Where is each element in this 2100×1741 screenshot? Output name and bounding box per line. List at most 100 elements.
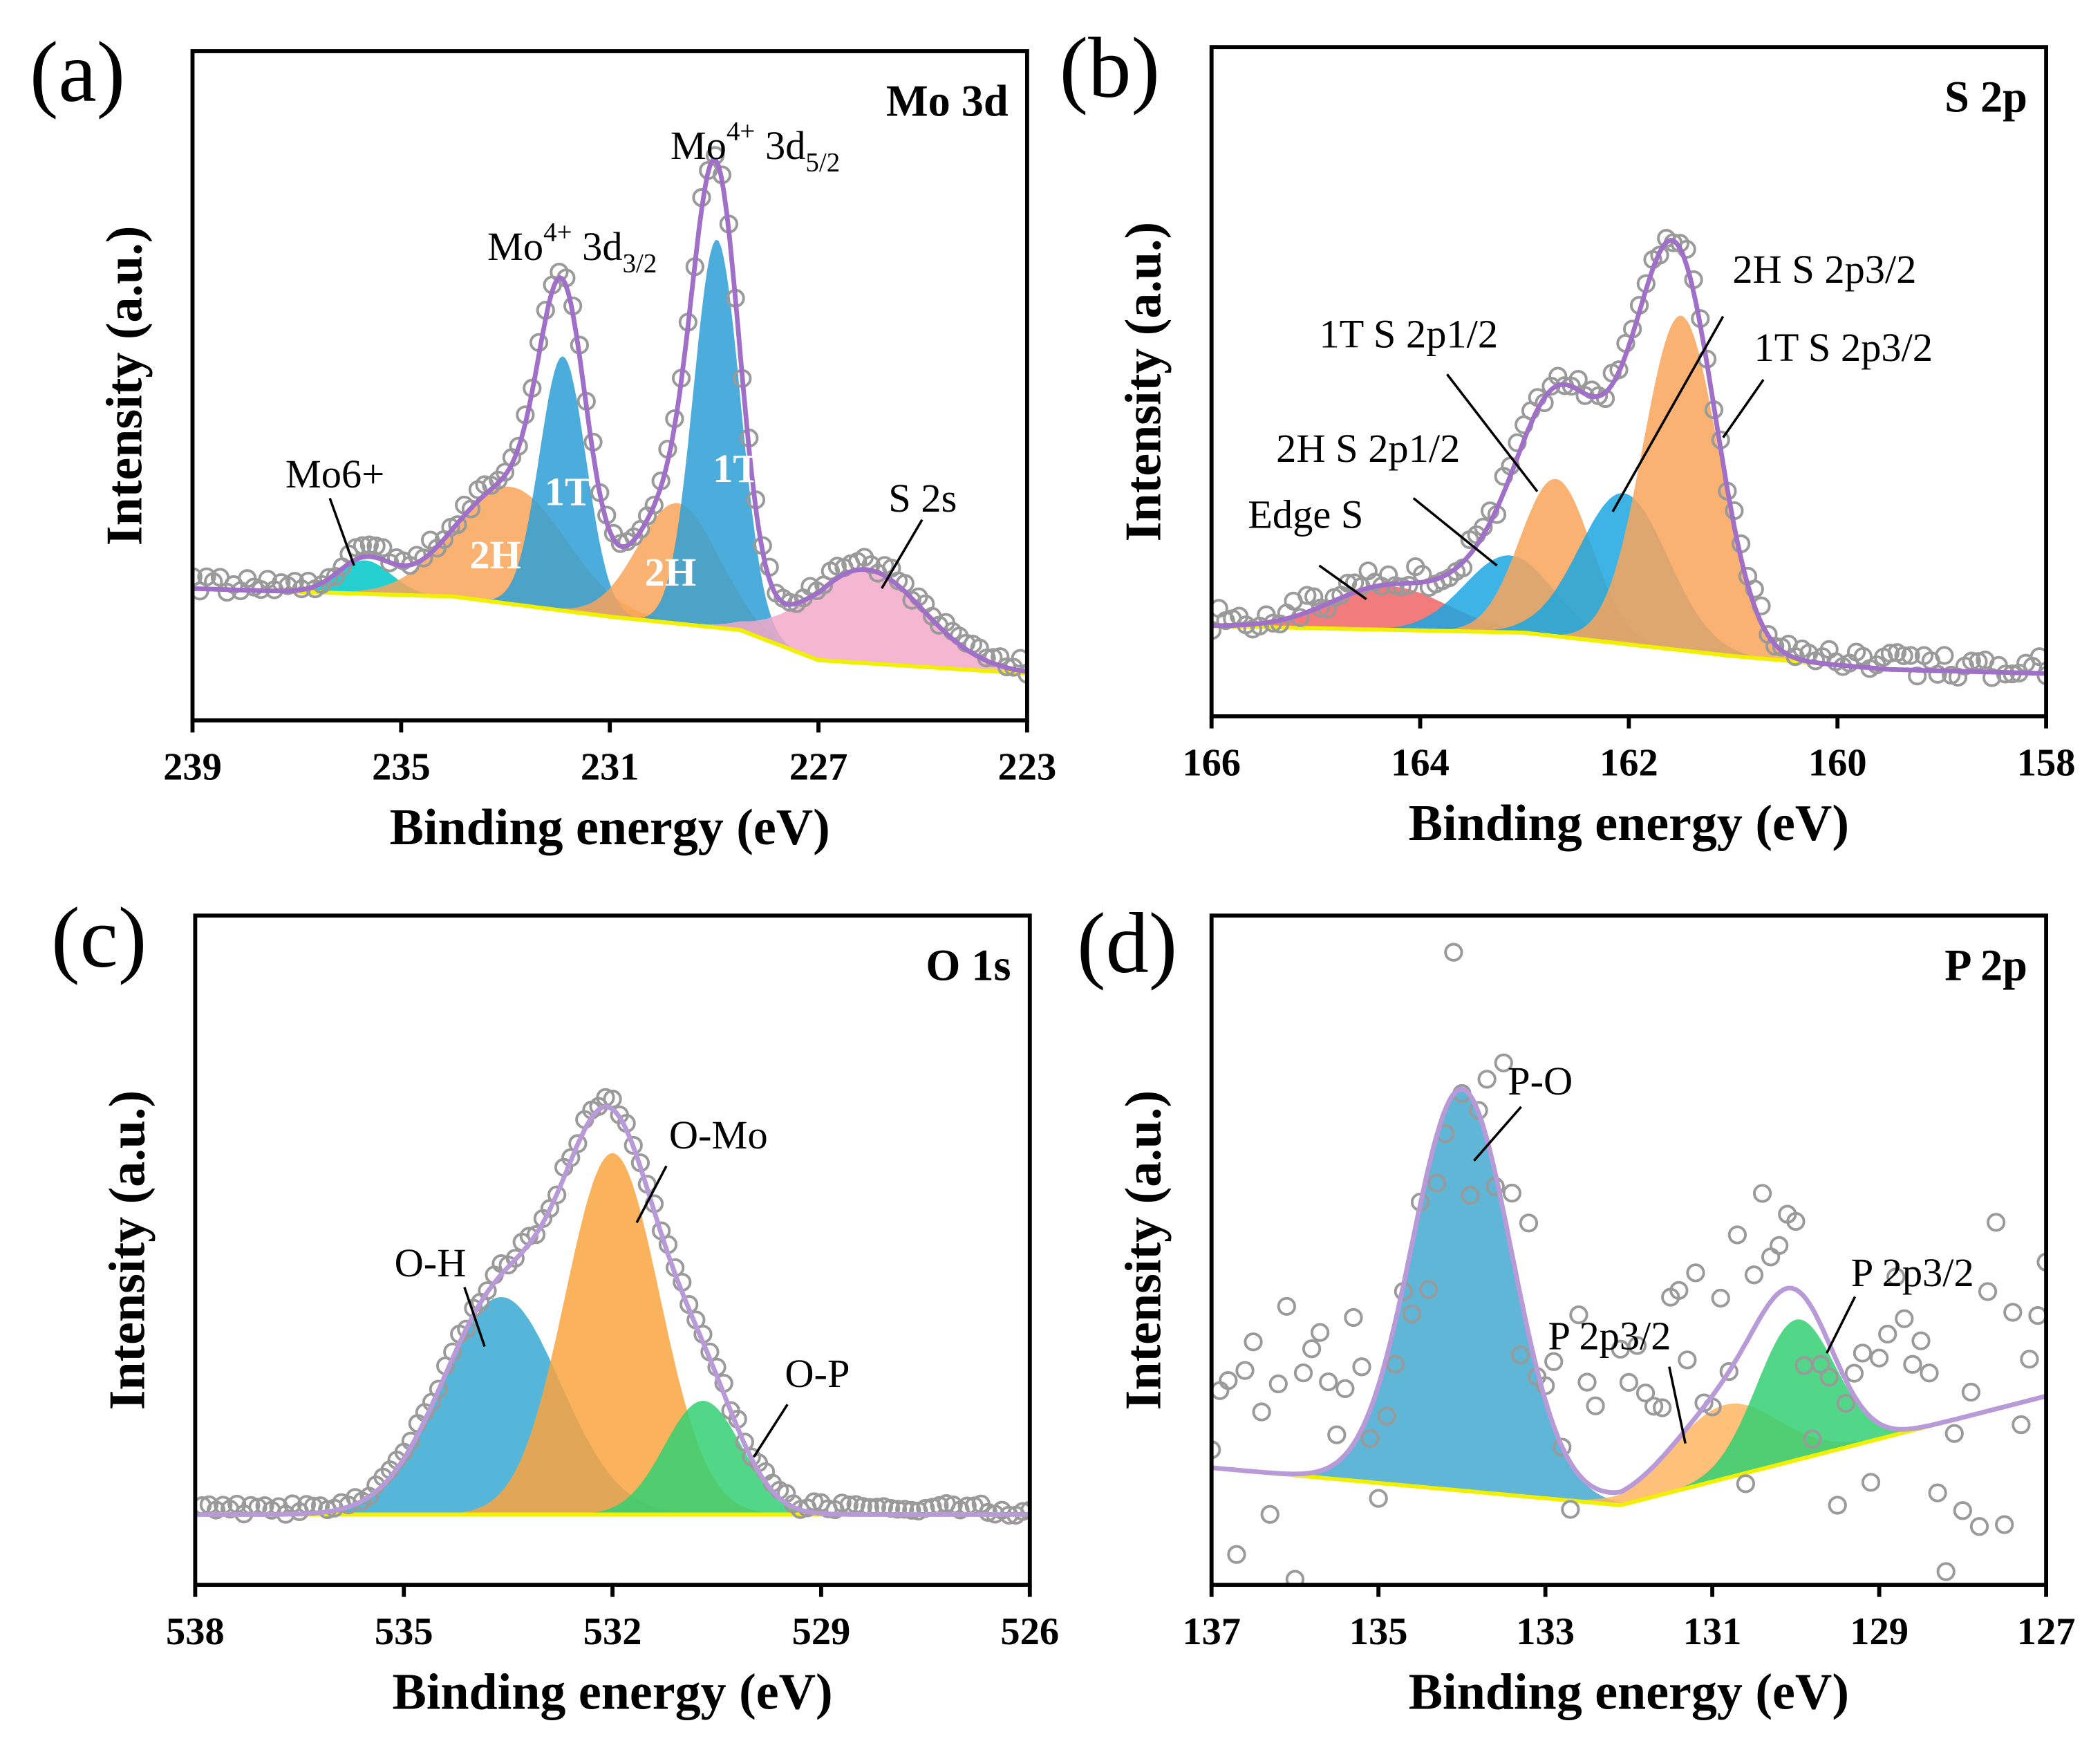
data-point [1678,1350,1697,1370]
data-point [1936,1562,1956,1581]
data-point [359,535,379,555]
annotation-leader-line [1668,1366,1687,1444]
label-subscript: 3/2 [623,248,657,278]
data-point [1657,229,1676,248]
label-text: 3d [755,123,805,168]
peak-annotation: Edge S [1248,492,1363,537]
data-point [1211,1440,1221,1460]
panel-letter: (a) [30,24,125,120]
data-point [1595,1598,1611,1614]
data-point [1736,1474,1756,1493]
peak-annotation: 1T S 2p3/2 [1754,325,1933,370]
annotation-leader-line [1611,315,1725,512]
data-point [1561,1500,1580,1519]
data-point [610,1105,629,1125]
y-axis-label: Intensity (a.u.) [96,226,153,546]
data-point [1694,1393,1714,1413]
data-point [498,1255,518,1275]
data-point [1260,1505,1279,1524]
x-tick-label: 129 [1850,1610,1909,1653]
data-point [1211,599,1228,618]
data-point [1302,1339,1322,1359]
data-point [468,480,487,499]
peak-p-o [1211,1089,2047,1506]
x-tick-label: 162 [1600,742,1658,785]
peak-annotation: 2H S 2p3/2 [1732,247,1916,292]
data-point [1444,942,1463,962]
x-tick-label: 532 [583,1610,642,1653]
data-point [1519,1213,1539,1233]
data-point [2028,1305,2047,1325]
data-point [1553,1437,1572,1457]
data-point [888,1500,908,1519]
x-axis-label: Binding energy (eV) [1409,1664,1849,1720]
data-point [1211,1381,1230,1400]
data-point [1969,1517,1989,1536]
panel-c: 538 535 532 529 526 Binding energy (eV) Intens… [51,890,1059,1720]
data-point [1494,1053,1513,1072]
peak-annotation: O-P [785,1351,850,1396]
data-point [2036,1252,2047,1272]
data-point [1611,1339,1630,1359]
peak-annotation: P 2p3/2 [1851,1250,1974,1295]
peak-phase-tag: 2H [645,550,697,595]
annotation-leader-line [463,1287,486,1347]
data-point [1828,1496,1847,1515]
peak-annotation: S 2s [888,476,957,521]
data-point [1861,1473,1881,1492]
panel-title: P 2p [1944,941,2027,990]
data-point [1406,557,1425,577]
data-point [1772,637,1792,657]
annotation-leader-line [1826,1296,1857,1354]
x-tick-label: 164 [1391,742,1450,785]
x-tick-label: 231 [581,746,639,789]
baseline-line [1211,1394,2047,1507]
panel-letter: (b) [1060,20,1160,115]
peak-annotation: O-Mo [669,1112,768,1157]
data-point [909,1501,928,1521]
data-point [1961,1382,1981,1402]
peak-annotation: O-H [395,1240,467,1285]
plot-area [195,1088,1030,1525]
annotation-leader-line [881,519,924,589]
annotation-leader-line [1473,1106,1522,1162]
x-axis-label: Binding energy (eV) [1409,795,1849,852]
data-point [1477,1070,1497,1089]
data-point [1803,1429,1822,1449]
label-text: O-P [785,1351,850,1396]
data-point [895,1500,915,1519]
label-text: O-Mo [669,1112,768,1157]
data-point [1995,1515,2014,1534]
x-tick-label: 137 [1182,1610,1241,1653]
label-text: Mo [487,224,543,269]
x-tick-label: 166 [1182,742,1241,785]
data-point [1920,1363,1939,1383]
data-point [902,1500,921,1520]
peak-annotation: P-O [1508,1059,1573,1104]
data-point [2012,1415,2031,1435]
data-point [1886,1267,1906,1287]
data-point [1711,1288,1730,1308]
data-point [1586,1396,1605,1415]
x-tick-label: 538 [166,1610,225,1653]
data-point [1461,1186,1480,1205]
peak-2h [192,503,1027,674]
data-point [1418,1280,1438,1299]
y-axis-label: Intensity (a.u.) [99,1090,156,1411]
data-point [1427,1173,1447,1193]
data-point [1502,1183,1521,1203]
data-point [1335,1379,1355,1398]
peak-phase-tag: 1T [545,469,592,514]
x-tick-label: 158 [2017,742,2076,785]
peak-edge-s [1211,586,2047,674]
data-point [1744,1265,1764,1285]
data-point [1901,646,1920,665]
data-point [1268,1374,1288,1394]
data-point [1311,1323,1330,1342]
peak-annotation: Mo4+ 3d3/2 [487,218,657,279]
x-tick-label: 529 [792,1610,851,1653]
data-point [1544,1352,1564,1371]
data-point [1285,1570,1305,1585]
annotation-leader-line [1412,497,1498,567]
